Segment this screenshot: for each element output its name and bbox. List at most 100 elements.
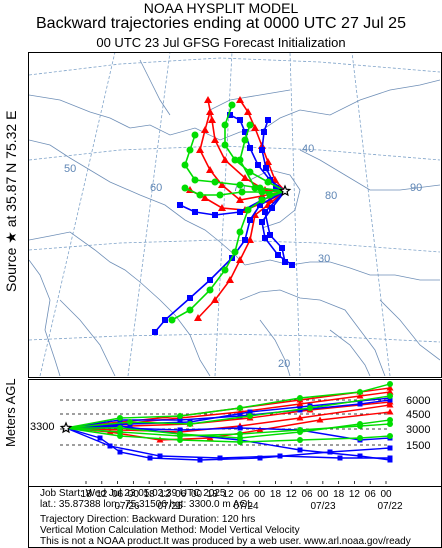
- map-trajectory-marker: [192, 209, 198, 215]
- map-trajectory-marker: [236, 181, 244, 189]
- altitude-trajectory-line: [65, 427, 391, 461]
- altitude-trajectory-marker: [357, 401, 363, 407]
- map-trajectory-marker: [218, 204, 226, 211]
- star-icon: [59, 421, 73, 434]
- map-trajectory-marker: [242, 129, 248, 135]
- graticule-label: 50: [64, 163, 76, 175]
- altitude-trajectory-marker: [237, 425, 243, 431]
- map-trajectory-marker: [186, 146, 194, 154]
- map-trajectory-marker: [206, 286, 214, 294]
- altitude-trajectory-marker: [357, 435, 363, 441]
- graticule-parallel: [29, 239, 440, 253]
- hour-tick-label: 18: [207, 489, 219, 500]
- vertical-method-text: Vertical Motion Calculation Method: Mode…: [40, 525, 300, 536]
- hour-tick-label: 06: [365, 489, 377, 500]
- graticule-meridian: [127, 53, 171, 376]
- altitude-trajectory-marker: [97, 435, 103, 441]
- graticule-meridian: [39, 53, 116, 376]
- map-trajectory-marker: [238, 188, 246, 196]
- altitude-trajectory-marker: [117, 449, 123, 455]
- hour-tick-label: 18: [270, 489, 282, 500]
- map-trajectory-marker: [266, 191, 274, 199]
- country-border: [29, 231, 211, 376]
- country-border: [249, 169, 301, 229]
- map-trajectory-marker: [251, 124, 259, 131]
- map-trajectory-marker: [181, 184, 189, 192]
- date-tick-label: 07/23: [310, 501, 335, 512]
- map-trajectory-marker: [236, 96, 244, 103]
- model-title: NOAA HYSPLIT MODEL: [143, 0, 299, 16]
- altitude-trajectory-marker: [256, 426, 264, 433]
- altitude-trajectory-marker: [387, 445, 393, 451]
- map-trajectory-marker: [262, 235, 268, 241]
- map-trajectory-marker: [258, 196, 266, 204]
- trajectory-title: Backward trajectories ending at 0000 UTC…: [36, 15, 406, 32]
- altitude-trajectory-marker: [156, 436, 164, 443]
- map-trajectory-marker: [187, 295, 193, 301]
- map-trajectory-marker: [241, 174, 249, 181]
- map-trajectory-marker: [231, 248, 239, 256]
- map-trajectory-marker: [247, 217, 253, 223]
- hour-tick-label: 12: [223, 489, 235, 500]
- altitude-trajectory-marker: [296, 414, 304, 421]
- map-trajectory-marker: [263, 165, 269, 171]
- disclaimer-text: This is not a NOAA product.It was produc…: [40, 536, 411, 547]
- map-trajectory-marker: [212, 212, 218, 218]
- hour-tick-label: 00: [380, 489, 392, 500]
- altitude-trajectory-marker: [387, 381, 393, 387]
- graticule-label: 80: [325, 190, 337, 202]
- map-trajectory-marker: [251, 184, 259, 192]
- altitude-trajectory-line: [65, 397, 391, 429]
- altitude-trajectory-marker: [297, 447, 303, 453]
- country-border: [209, 89, 291, 111]
- map-trajectory-marker: [206, 166, 214, 173]
- graticule-meridian: [289, 53, 301, 376]
- graticule-label: 90: [410, 182, 422, 194]
- graticule-label: 60: [150, 182, 162, 194]
- altitude-trajectory-marker: [157, 453, 163, 459]
- altitude-trajectory-marker: [357, 389, 363, 395]
- altitude-trajectory-marker: [187, 421, 193, 427]
- altitude-trajectory-marker: [217, 455, 223, 461]
- map-trajectory-marker: [196, 191, 204, 199]
- graticule-parallel: [29, 145, 440, 161]
- hour-tick-label: 18: [144, 489, 156, 500]
- altitude-trajectory-marker: [327, 449, 333, 455]
- map-trajectory-marker: [262, 209, 268, 215]
- map-trajectory-marker: [289, 262, 295, 268]
- graticule-label: 30: [318, 253, 330, 265]
- map-trajectory-marker: [241, 136, 249, 144]
- altitude-trajectory-marker: [386, 384, 394, 391]
- map-trajectory-marker: [275, 252, 281, 258]
- start-height-label: 3300: [30, 421, 55, 433]
- map-trajectory-marker: [211, 178, 219, 186]
- hour-tick-label: 12: [96, 489, 108, 500]
- map-trajectory-marker: [246, 121, 254, 129]
- altitude-trajectory-marker: [147, 455, 153, 461]
- map-trajectory-marker: [231, 156, 239, 164]
- country-border: [29, 139, 246, 266]
- map-trajectory-marker: [181, 161, 189, 169]
- altitude-trajectory-marker: [386, 388, 394, 395]
- map-trajectory-marker: [236, 156, 244, 164]
- hour-tick-label: 06: [238, 489, 250, 500]
- altitude-trajectory-marker: [297, 437, 303, 443]
- map-trajectory-marker: [269, 205, 275, 211]
- map-trajectory-marker: [221, 141, 229, 149]
- altitude-trajectory-marker: [356, 392, 364, 399]
- hour-tick-label: 18: [333, 489, 345, 500]
- map-trajectory-marker: [191, 131, 199, 139]
- altitude-y-tick: 1500: [406, 440, 430, 452]
- altitude-trajectory-marker: [177, 427, 183, 433]
- graticule-parallel: [29, 333, 440, 343]
- altitude-trajectory-marker: [307, 405, 313, 411]
- map-trajectory-marker: [228, 101, 236, 109]
- date-tick-label: 07/25: [157, 501, 182, 512]
- date-tick-label: 07/24: [233, 501, 258, 512]
- altitude-trajectory-marker: [237, 431, 243, 437]
- country-border: [379, 299, 440, 361]
- altitude-trajectory-marker: [237, 439, 243, 445]
- date-tick-label: 07/22: [377, 501, 402, 512]
- hour-tick-label: 12: [349, 489, 361, 500]
